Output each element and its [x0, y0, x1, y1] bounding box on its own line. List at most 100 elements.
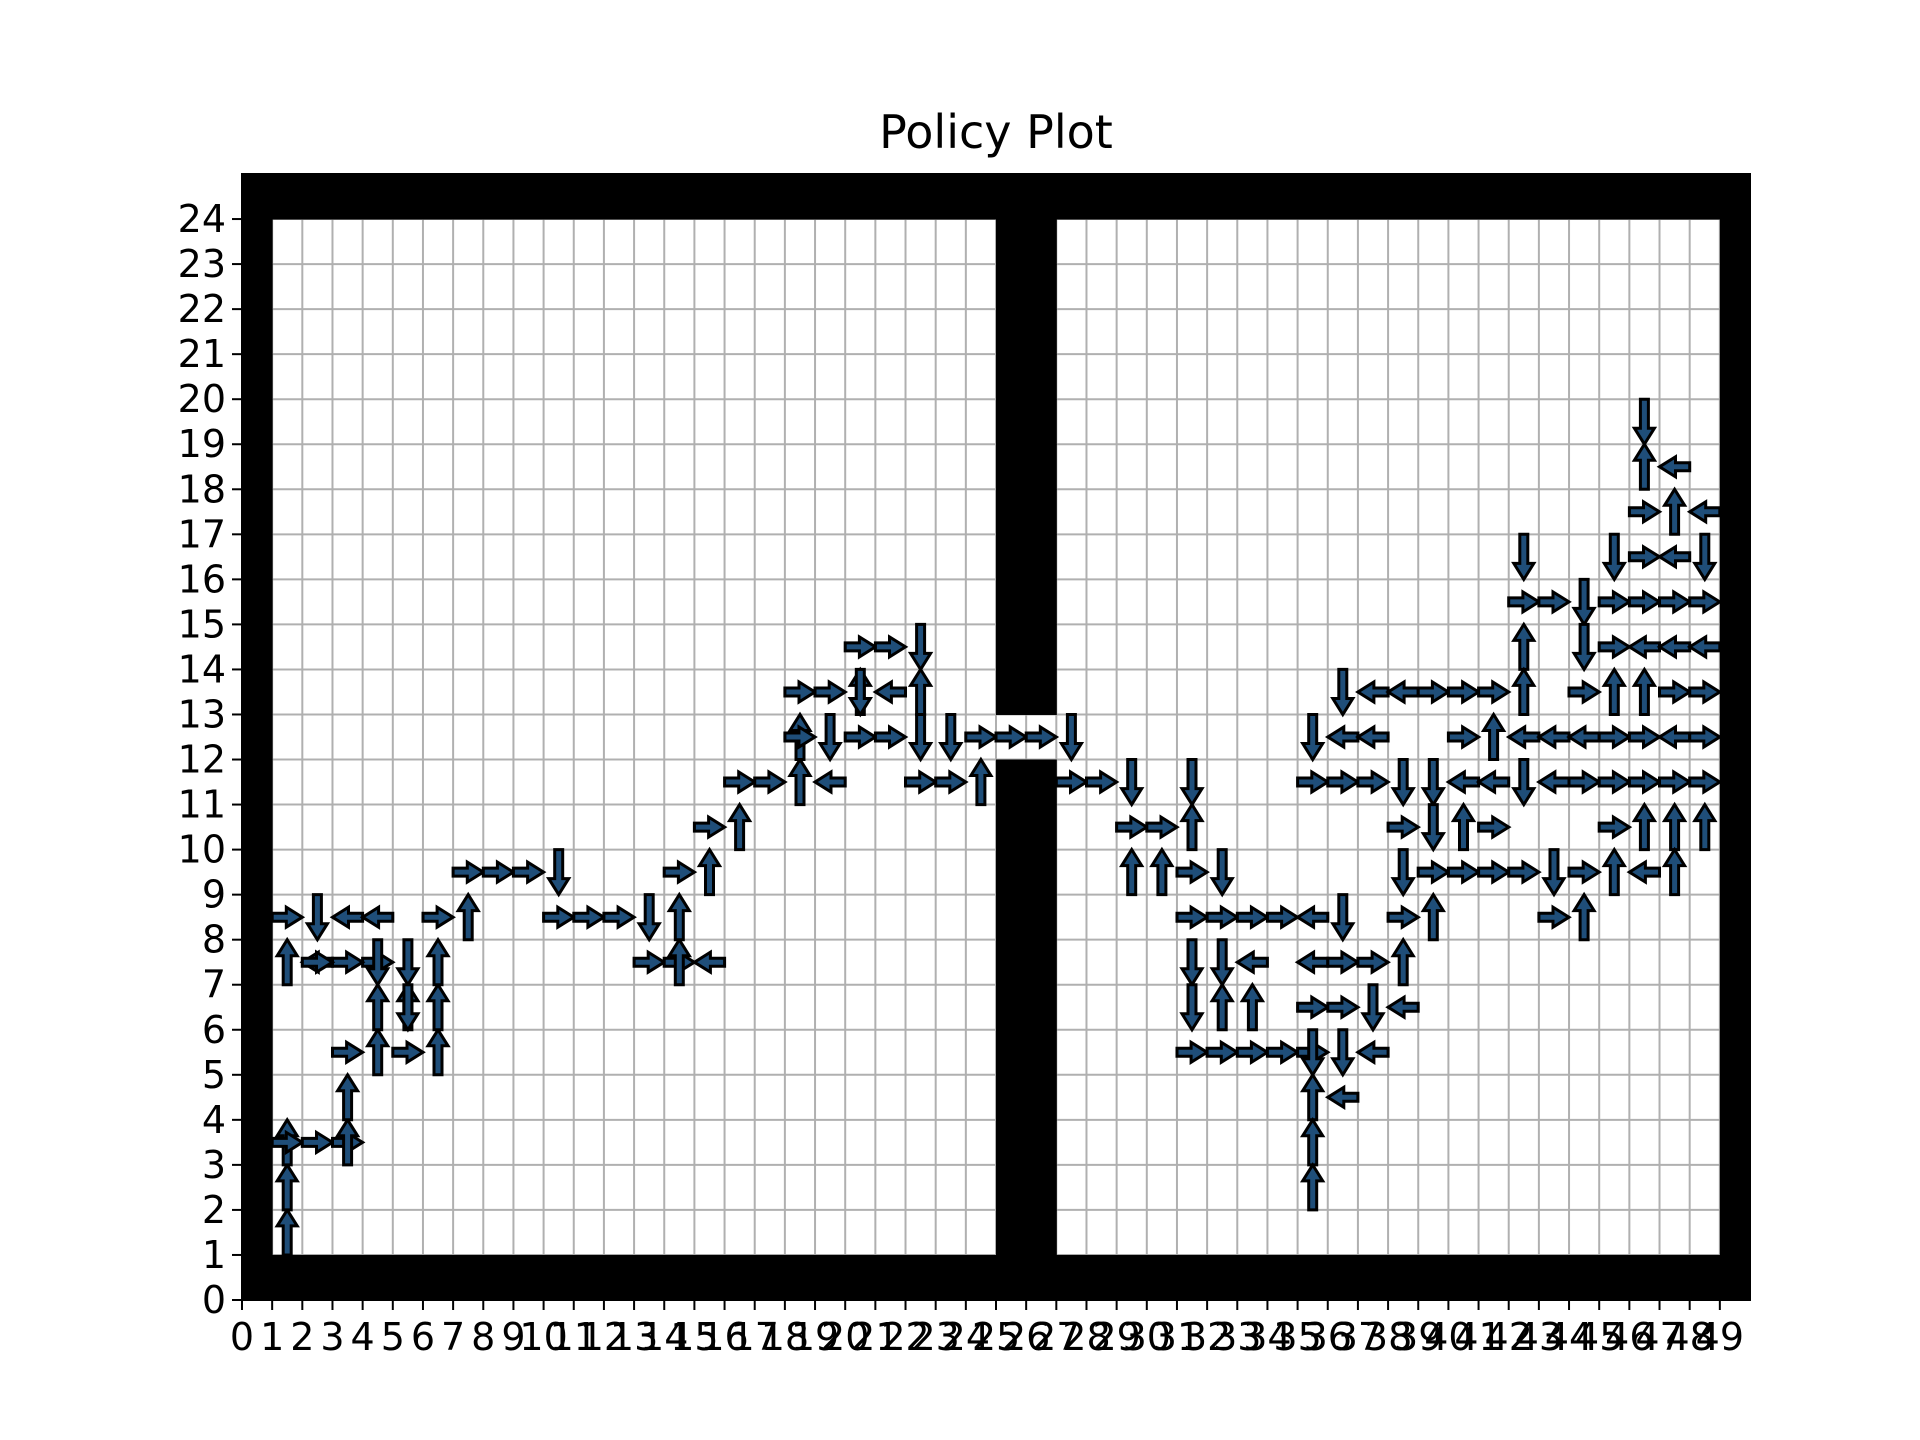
wall-cell [935, 174, 967, 220]
policy-arrow-left [1294, 904, 1330, 930]
wall-cell [1026, 399, 1057, 445]
wall-cell [1719, 1164, 1751, 1211]
wall-cell [1146, 174, 1178, 220]
wall-cell [1207, 1254, 1238, 1301]
wall-cell [272, 174, 303, 220]
wall-cell [1267, 1254, 1299, 1301]
wall-cell [996, 219, 1027, 265]
policy-arrow-right [1205, 904, 1241, 930]
policy-arrow-left [1656, 544, 1692, 570]
y-tick-label: 4 [202, 1098, 226, 1142]
y-tick-label: 14 [178, 647, 226, 691]
policy-arrow-right [1356, 949, 1391, 975]
x-tick-label: 41 [1454, 1315, 1502, 1359]
policy-arrow-right [1627, 544, 1663, 570]
x-axis: 0 1 2 3 4 5 6 7 8 9101112131415161718192021222324… [230, 1300, 1744, 1359]
policy-arrow-left [691, 949, 727, 975]
x-tick-label: 13 [610, 1315, 658, 1359]
x-tick-label: 17 [731, 1315, 779, 1359]
policy-arrow-right [1446, 724, 1482, 750]
x-tick-label: 32 [1183, 1315, 1231, 1359]
policy-arrow-down [1209, 938, 1235, 988]
wall-cell [1629, 174, 1661, 220]
wall-cell [996, 984, 1027, 1031]
wall-cell [242, 669, 273, 715]
y-tick-label: 7 [202, 963, 226, 1007]
x-tick-label: 43 [1515, 1315, 1563, 1359]
policy-arrow-right [1326, 769, 1361, 795]
wall-cell [905, 174, 937, 220]
x-tick-label: 33 [1213, 1315, 1261, 1359]
policy-arrow-up [334, 1071, 361, 1122]
wall-cell [694, 1254, 726, 1301]
policy-arrow-left [1626, 859, 1661, 885]
wall-cell [242, 894, 273, 941]
policy-arrow-down [847, 667, 874, 718]
policy-arrow-left [1355, 724, 1390, 750]
wall-cell [242, 1209, 273, 1256]
x-tick-label: 11 [550, 1315, 598, 1359]
wall-cell [1026, 219, 1057, 265]
policy-arrow-down [1390, 758, 1416, 808]
wall-cell [1689, 1254, 1721, 1301]
x-tick-label: 0 [230, 1315, 254, 1359]
policy-arrow-up [364, 1026, 391, 1077]
policy-arrow-right [300, 949, 336, 975]
x-tick-label: 27 [1032, 1315, 1080, 1359]
policy-arrow-right [1688, 769, 1723, 795]
policy-arrow-up [425, 936, 451, 987]
wall-cell [1357, 174, 1389, 220]
wall-cell [573, 174, 605, 220]
wall-cell [242, 399, 273, 445]
policy-arrow-left [1566, 724, 1601, 750]
policy-arrow-left [1626, 634, 1661, 660]
wall-cell [1207, 174, 1238, 220]
policy-arrow-right [1597, 769, 1633, 795]
policy-arrow-up [1118, 846, 1145, 897]
x-tick-label: 20 [821, 1315, 869, 1359]
wall-cell [996, 1074, 1027, 1121]
policy-arrow-up [1179, 801, 1205, 852]
wall-cell [1026, 1074, 1057, 1121]
wall-cell [242, 1119, 273, 1166]
x-tick-label: 38 [1364, 1315, 1412, 1359]
policy-arrow-right [1296, 994, 1331, 1020]
policy-arrow-right [481, 859, 517, 885]
wall-cell [242, 1029, 273, 1076]
policy-arrow-right [1416, 679, 1452, 705]
policy-arrow-down [304, 893, 331, 943]
policy-arrow-up [726, 801, 753, 852]
x-tick-label: 36 [1304, 1315, 1352, 1359]
x-tick-label: 28 [1062, 1315, 1110, 1359]
wall-cell [1719, 309, 1751, 355]
policy-arrow-right [1356, 769, 1391, 795]
wall-cell [573, 1254, 605, 1301]
wall-cell [1719, 264, 1751, 310]
policy-arrow-up [1149, 846, 1175, 897]
policy-arrow-down [1209, 848, 1235, 898]
policy-arrow-down [1360, 983, 1386, 1033]
wall-cell [1026, 174, 1057, 220]
wall-cell [694, 174, 726, 220]
policy-arrow-down [1179, 938, 1205, 988]
y-tick-label: 10 [178, 828, 226, 872]
wall-cell [1026, 894, 1057, 941]
policy-arrow-down [364, 938, 391, 988]
policy-arrow-up [968, 756, 994, 807]
wall-cell [1719, 579, 1751, 625]
x-tick-label: 48 [1666, 1315, 1714, 1359]
x-tick-label: 45 [1575, 1315, 1623, 1359]
policy-arrow-left [329, 904, 365, 930]
wall-cell [1599, 1254, 1630, 1301]
wall-cell [1719, 759, 1751, 806]
wall-cell [1719, 1029, 1751, 1076]
policy-arrow-left [1536, 769, 1571, 795]
x-tick-label: 26 [1002, 1315, 1050, 1359]
chart-title: Policy Plot [879, 105, 1113, 159]
policy-arrow-left [1656, 724, 1692, 750]
policy-arrow-right [1507, 589, 1542, 615]
wall-cell [422, 174, 454, 220]
wall-cell [875, 174, 907, 220]
x-tick-label: 25 [972, 1315, 1020, 1359]
